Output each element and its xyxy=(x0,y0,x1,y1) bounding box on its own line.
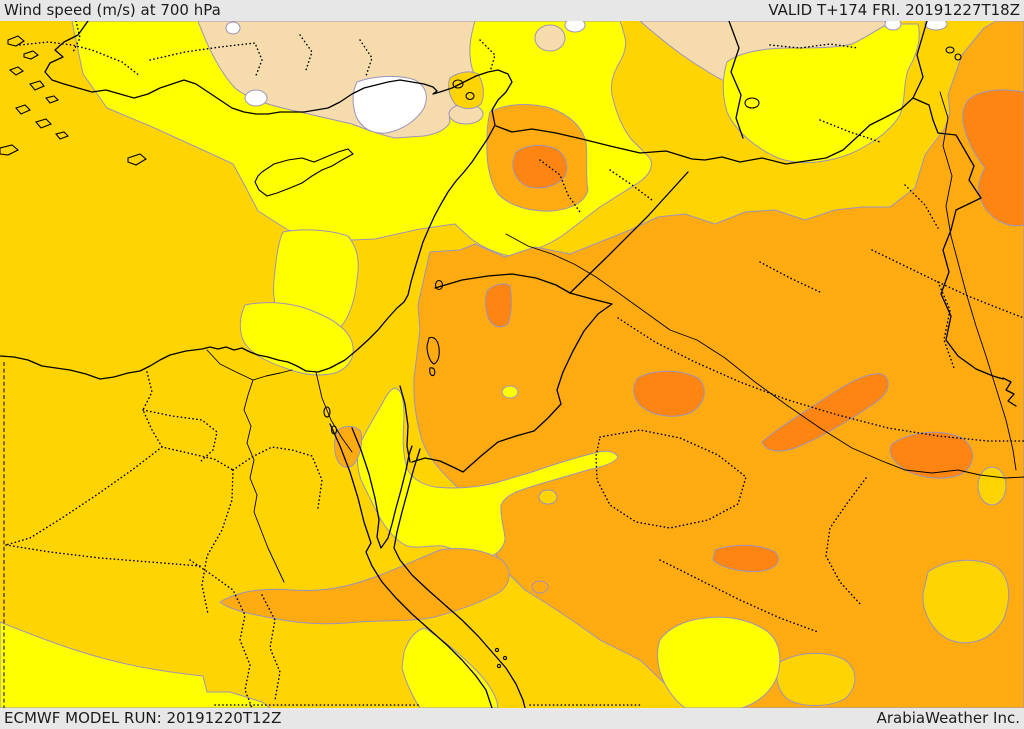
fill-deep-core-right-edge xyxy=(962,89,1024,227)
suez-canal xyxy=(315,371,353,453)
fill-orange-egypt-band xyxy=(219,547,510,625)
contour-fills xyxy=(0,21,1024,708)
country-borders xyxy=(399,21,1017,473)
fill-deep-orange-syria-core xyxy=(512,144,568,189)
nile-river xyxy=(243,379,285,583)
fill-white-ellipse-e xyxy=(924,21,948,31)
fill-gold-notch-a xyxy=(776,652,856,706)
turkish-lakes xyxy=(452,46,962,109)
fill-white-ellipse-a xyxy=(244,89,268,107)
valid-time-label: VALID T+174 FRI. 20191227T18Z xyxy=(768,1,1020,19)
kuwait-coast xyxy=(1002,377,1017,407)
coastline-mediterranean xyxy=(0,21,513,380)
model-run-label: ECMWF MODEL RUN: 20191220T12Z xyxy=(4,709,282,727)
coastline-gulf-of-aqaba-redsea-east xyxy=(393,448,526,708)
fill-deep-core-d xyxy=(712,544,779,572)
fill-white-ellipse-b xyxy=(225,21,241,35)
border-syria-jordan xyxy=(434,273,571,294)
wind-speed-map xyxy=(0,21,1024,708)
border-iran xyxy=(912,21,1004,380)
fill-orange-eastern-mass xyxy=(413,21,1024,708)
fill-yellow-southeast-blob xyxy=(657,616,781,708)
border-jordan-saudi xyxy=(411,303,613,473)
fill-gold-ellipse-b xyxy=(538,489,558,505)
fill-yellow-ellipse-jordan xyxy=(501,385,519,399)
nile-delta-branch-east xyxy=(252,369,293,381)
border-turkey-syria-iraq xyxy=(495,97,914,165)
fill-white-marmara xyxy=(352,75,427,134)
attribution-label: ArabiaWeather Inc. xyxy=(876,709,1020,727)
fill-gold-ellipse-a xyxy=(977,466,1007,506)
border-syria-iraq xyxy=(569,171,689,294)
fill-yellow-northeast-band xyxy=(722,23,920,164)
coastline-gulf-of-suez-redsea-west xyxy=(329,423,493,708)
coastline-sinai xyxy=(351,427,413,549)
canal-lakes xyxy=(323,406,338,435)
border-armenia xyxy=(728,21,744,139)
border-egypt-israel xyxy=(399,385,411,463)
rivers xyxy=(206,91,1024,583)
header-bar: Wind speed (m/s) at 700 hPa VALID T+174 … xyxy=(0,0,1024,21)
border-jordan-iraq xyxy=(569,292,613,305)
admin-boundaries-dotted xyxy=(3,21,1024,708)
fill-peach-ellipse-b xyxy=(534,24,566,52)
fill-deep-core-jordan-triangle xyxy=(485,283,512,328)
aegean-islands xyxy=(0,35,147,166)
fill-yellow-southwest-egypt xyxy=(0,621,271,708)
euphrates-river xyxy=(505,233,1024,479)
footer-bar: ECMWF MODEL RUN: 20191220T12Z ArabiaWeat… xyxy=(0,708,1024,729)
coastlines xyxy=(0,21,962,708)
fill-gold-notch-b xyxy=(922,559,1010,644)
fill-deep-core-b xyxy=(761,373,889,452)
fill-yellow-sinai-tongue xyxy=(357,387,619,559)
fill-white-ellipse-d xyxy=(884,21,902,31)
map-title: Wind speed (m/s) at 700 hPa xyxy=(4,1,221,19)
fill-gold-lakes-patch xyxy=(448,71,484,109)
sea-of-galilee xyxy=(434,279,444,291)
cyprus-island xyxy=(254,148,354,197)
tigris-river xyxy=(939,91,1017,471)
fill-deep-core-a xyxy=(633,370,705,417)
fill-deep-core-c xyxy=(889,431,973,479)
nile-delta-branch-west xyxy=(206,349,254,381)
red-sea-islands xyxy=(494,647,508,669)
fill-yellow-redsea-strip xyxy=(401,627,499,708)
fill-white-ellipse-c xyxy=(564,21,586,33)
fill-orange-ellipse-small xyxy=(531,580,549,594)
dead-sea xyxy=(426,336,440,377)
